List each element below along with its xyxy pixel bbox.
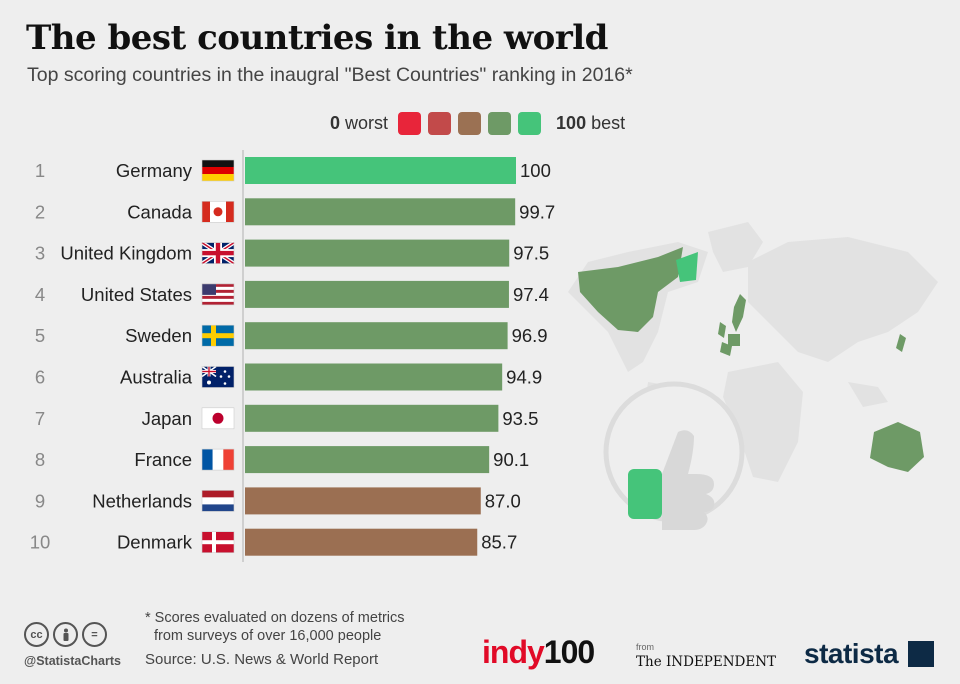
canada-flag (201, 201, 235, 223)
cc-icon: cc (24, 622, 49, 647)
germany-flag (201, 159, 235, 182)
france-flag (201, 448, 235, 471)
australia-flag (201, 365, 235, 388)
uk-flag (200, 240, 236, 266)
value-label: 93.5 (502, 408, 538, 429)
country-label: Sweden (125, 325, 192, 346)
world-map-illustration (568, 222, 938, 530)
rank-label: 2 (35, 201, 45, 222)
bar (245, 280, 509, 308)
legend-swatch (398, 111, 422, 135)
rank-label: 5 (35, 325, 45, 346)
legend-worst-value: 0 (330, 112, 341, 133)
footnote-line-2: from surveys of over 16,000 people (154, 628, 382, 644)
value-label: 97.4 (513, 284, 549, 305)
rank-label: 8 (35, 449, 45, 470)
legend-swatch (488, 111, 512, 135)
legend-swatch (428, 111, 452, 135)
indy100-logo: indy100 (482, 634, 595, 670)
person-icon (53, 622, 78, 647)
rank-label: 1 (35, 160, 45, 181)
value-label: 99.7 (519, 201, 555, 222)
bar-chart: 1 Germany 100 2 Canada 99.7 3 United Kingdom 97.… (30, 150, 555, 562)
value-label: 97.5 (513, 243, 549, 264)
chart-title: The best countries in the world (26, 18, 608, 58)
value-label: 87.0 (485, 490, 521, 511)
statista-logo-mark (908, 641, 934, 667)
legend-best-text: best (591, 112, 626, 133)
country-label: United Kingdom (60, 243, 192, 264)
country-label: Canada (127, 201, 193, 222)
country-label: Australia (120, 367, 193, 388)
chart-subtitle: Top scoring countries in the inaugral "B… (27, 64, 633, 86)
statista-logo: statista (804, 638, 899, 669)
rank-label: 7 (35, 408, 45, 429)
creative-commons-icons: cc = (24, 622, 107, 647)
country-label: Denmark (117, 532, 193, 553)
bar (245, 239, 510, 267)
legend-worst-text: worst (345, 112, 389, 133)
bar (245, 322, 508, 350)
country-label: Germany (116, 160, 193, 181)
country-label: Netherlands (92, 490, 192, 511)
value-label: 96.9 (512, 325, 548, 346)
from-label: from (636, 642, 654, 652)
denmark-flag (201, 531, 235, 554)
legend-best-value: 100 (556, 112, 587, 133)
value-label: 94.9 (506, 367, 542, 388)
bar (245, 198, 516, 226)
rank-label: 10 (30, 532, 51, 553)
thumbs-up-icon (628, 430, 715, 530)
bar (245, 446, 490, 474)
bar (245, 157, 516, 184)
rank-label: 6 (35, 367, 45, 388)
bar (245, 363, 503, 391)
usa-flag (201, 283, 235, 306)
independent-logo: The INDEPENDENT (636, 654, 777, 670)
legend-swatch (458, 111, 482, 135)
source-text: Source: U.S. News & World Report (145, 651, 379, 668)
footnote-line-1: * Scores evaluated on dozens of metrics (145, 610, 405, 626)
country-label: France (134, 449, 192, 470)
equals-icon: = (82, 622, 107, 647)
legend-swatch (518, 111, 542, 135)
country-label: United States (81, 284, 192, 305)
bar (245, 487, 481, 515)
netherlands-flag (201, 490, 235, 512)
sweden-flag (201, 324, 235, 347)
twitter-handle: @StatistaCharts (24, 654, 121, 668)
japan-flag (201, 407, 235, 430)
value-label: 85.7 (481, 532, 517, 553)
bar (245, 528, 478, 556)
value-label: 90.1 (493, 449, 529, 470)
color-legend: 0 worst 100 best (330, 110, 625, 136)
footnote: * Scores evaluated on dozens of metrics … (145, 609, 405, 645)
value-label: 100 (520, 160, 551, 181)
bar (245, 404, 499, 432)
rank-label: 4 (35, 284, 45, 305)
country-label: Japan (142, 408, 192, 429)
rank-label: 3 (35, 243, 45, 264)
rank-label: 9 (35, 490, 45, 511)
